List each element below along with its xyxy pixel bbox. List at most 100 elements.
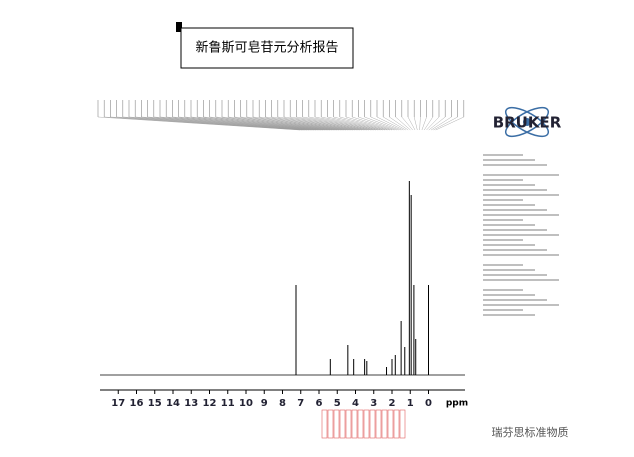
x-tick-label: 12 bbox=[203, 398, 217, 409]
integral-box bbox=[375, 409, 382, 439]
peak-label-line bbox=[116, 116, 307, 131]
peak-label-line bbox=[135, 116, 314, 131]
peak-label-line bbox=[203, 116, 340, 131]
x-tick-label: 3 bbox=[370, 398, 377, 409]
peak-label-line bbox=[252, 116, 358, 131]
peak-label-line bbox=[389, 116, 409, 131]
integral-box bbox=[357, 409, 364, 439]
peak-label-line bbox=[283, 116, 370, 131]
peak-label-line bbox=[246, 116, 356, 131]
integral-box bbox=[393, 409, 400, 439]
x-tick-label: 5 bbox=[334, 398, 341, 409]
peak-label-line bbox=[430, 116, 452, 131]
x-tick-label: 1 bbox=[407, 398, 414, 409]
x-tick-label: 9 bbox=[261, 398, 268, 409]
integral-box bbox=[327, 409, 334, 439]
integral-box bbox=[345, 409, 352, 439]
peak-label-line bbox=[178, 116, 330, 131]
peak-label-line bbox=[221, 116, 347, 131]
peak-label-line bbox=[147, 116, 319, 131]
x-tick-label: 11 bbox=[221, 398, 235, 409]
x-tick-label: 14 bbox=[166, 398, 180, 409]
x-tick-label: 4 bbox=[352, 398, 359, 409]
peak-label-line bbox=[433, 116, 458, 131]
peak-label-line bbox=[159, 116, 324, 131]
peak-label-line bbox=[435, 116, 464, 131]
peak-label-line bbox=[271, 116, 365, 131]
peak-label-line bbox=[166, 116, 326, 131]
peak-label-line bbox=[321, 116, 383, 131]
peak-label-line bbox=[184, 116, 333, 131]
integral-box bbox=[363, 409, 370, 439]
peak-label-line bbox=[421, 116, 427, 131]
x-tick-label: 7 bbox=[297, 398, 304, 409]
peak-label-line bbox=[259, 116, 360, 131]
integral-box bbox=[333, 409, 340, 439]
chart-title: 新鲁斯可皂苷元分析报告 bbox=[195, 40, 338, 56]
x-tick-label: 13 bbox=[184, 398, 198, 409]
peak-label-line bbox=[277, 116, 367, 131]
peak-label-line bbox=[308, 116, 379, 131]
peak-label-line bbox=[302, 116, 376, 131]
peak-label-line bbox=[333, 116, 388, 131]
peak-label-line bbox=[395, 116, 411, 131]
integration-labels bbox=[321, 409, 406, 439]
peak-label-line bbox=[352, 116, 395, 131]
peak-label-line bbox=[290, 116, 372, 131]
peak-label-line bbox=[383, 116, 406, 131]
peak-label-line bbox=[370, 116, 402, 131]
peak-label-line bbox=[419, 116, 421, 131]
integral-box bbox=[369, 409, 376, 439]
peak-label-line bbox=[364, 116, 399, 131]
x-axis-label: ppm bbox=[446, 399, 468, 409]
title-corner bbox=[176, 22, 182, 32]
bruker-logo: BRUKER bbox=[493, 106, 562, 138]
peak-label-line bbox=[197, 116, 337, 131]
parameter-block bbox=[483, 154, 559, 316]
peak-label-line bbox=[215, 116, 344, 131]
peak-label-line bbox=[296, 116, 374, 131]
integral-box bbox=[399, 409, 406, 439]
peak-label-line bbox=[209, 116, 342, 131]
peak-label-line bbox=[172, 116, 328, 131]
peak-label-line bbox=[401, 116, 413, 131]
peak-label-line bbox=[407, 116, 416, 131]
peak-label-line bbox=[265, 116, 363, 131]
peak-label-line bbox=[327, 116, 386, 131]
x-tick-label: 16 bbox=[130, 398, 144, 409]
peak-label-line bbox=[190, 116, 335, 131]
integral-box bbox=[321, 409, 328, 439]
integral-box bbox=[351, 409, 358, 439]
peak-label-line bbox=[122, 116, 310, 131]
peak-label-line bbox=[141, 116, 317, 131]
logo: BRUKER bbox=[493, 114, 562, 132]
peak-label-line bbox=[339, 116, 390, 131]
integral-box bbox=[339, 409, 346, 439]
x-tick-label: 2 bbox=[389, 398, 396, 409]
peak-label-line bbox=[414, 116, 418, 131]
peak-label-line bbox=[153, 116, 321, 131]
title-box bbox=[180, 27, 354, 69]
peak-label-line bbox=[228, 116, 349, 131]
x-tick-label: 8 bbox=[279, 398, 286, 409]
peak-label-line bbox=[424, 116, 433, 131]
x-tick-label: 15 bbox=[148, 398, 162, 409]
x-tick-label: 0 bbox=[425, 398, 432, 409]
integral-box bbox=[381, 409, 388, 439]
peak-label-line bbox=[428, 116, 446, 131]
peak-label-line bbox=[376, 116, 404, 131]
peak-label-line bbox=[128, 116, 312, 131]
peak-label-lines bbox=[97, 100, 465, 131]
integral-box bbox=[387, 409, 394, 439]
peak-label-line bbox=[240, 116, 353, 131]
x-tick-label: 10 bbox=[239, 398, 253, 409]
watermark: 瑞芬思标准物质 bbox=[492, 425, 569, 439]
peak-label-line bbox=[314, 116, 381, 131]
peak-label-line bbox=[110, 116, 305, 131]
peak-label-line bbox=[426, 116, 440, 131]
peak-label-line bbox=[345, 116, 393, 131]
x-tick-label: 17 bbox=[111, 398, 125, 409]
peak-label-line bbox=[234, 116, 351, 131]
peak-label-line bbox=[358, 116, 397, 131]
